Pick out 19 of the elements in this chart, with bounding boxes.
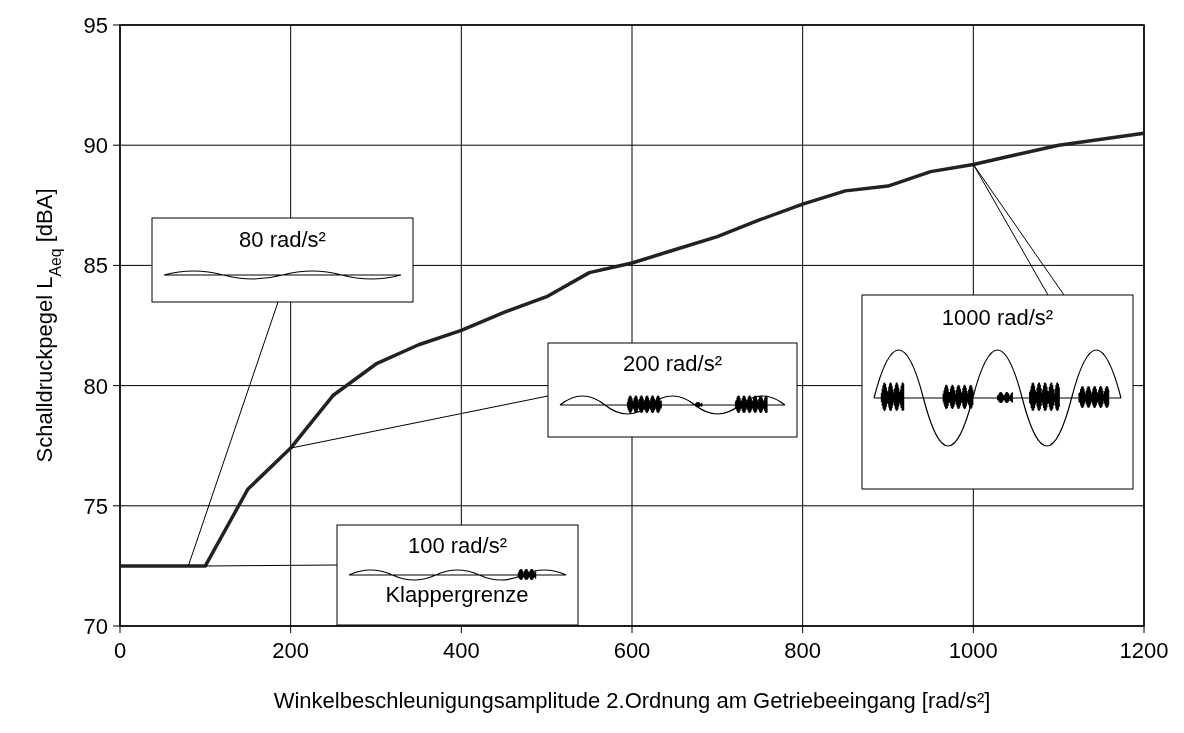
x-tick-label: 1000 [948,638,998,663]
annotation: 100 rad/s² [407,533,508,558]
x-tick-label: 600 [613,638,651,663]
y-tick-label: 90 [83,133,108,159]
x-tick-label: 1200 [1119,638,1169,663]
y-tick-label: 75 [83,493,108,519]
annotation: 200 rad/s² [622,351,723,376]
y-tick-label: 85 [83,253,108,279]
annotation: 80 rad/s² [239,227,326,252]
x-tick-label: 400 [442,638,480,663]
x-axis-title: Winkelbeschleunigungsamplitude 2.Ordnung am Getriebeeingang [rad/s²] [273,688,991,713]
x-tick-label: 0 [113,638,127,663]
annotation: 1000 rad/s² [941,305,1054,330]
annotation: Klappergrenze [385,582,529,607]
x-tick-label: 200 [272,638,310,663]
y-tick-label: 70 [83,614,108,639]
x-tick-label: 800 [784,638,822,663]
y-tick-label: 80 [83,373,108,399]
y-tick-label: 95 [83,13,108,38]
